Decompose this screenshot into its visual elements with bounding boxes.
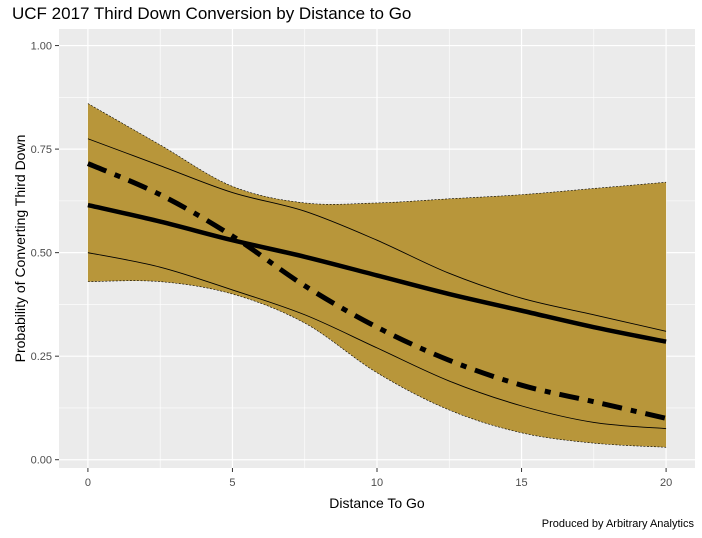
y-tick-label: 0.25 — [31, 351, 52, 363]
y-tick-label: 0.75 — [31, 144, 52, 156]
x-tick-label: 0 — [85, 477, 91, 489]
chart-caption: Produced by Arbitrary Analytics — [542, 518, 694, 530]
y-tick-label: 0.50 — [31, 248, 52, 260]
x-axis-ticks: 0 5 10 15 20 — [85, 468, 672, 489]
y-axis-ticks: 0.00 0.25 0.50 0.75 1.00 — [31, 41, 59, 467]
x-tick-label: 15 — [515, 477, 527, 489]
y-tick-label: 0.00 — [31, 455, 52, 467]
y-tick-label: 1.00 — [31, 41, 52, 53]
x-tick-label: 5 — [229, 477, 235, 489]
x-tick-label: 10 — [371, 477, 383, 489]
x-axis-title: Distance To Go — [329, 495, 425, 511]
x-tick-label: 20 — [660, 477, 672, 489]
y-axis-title: Probability of Converting Third Down — [12, 135, 28, 363]
